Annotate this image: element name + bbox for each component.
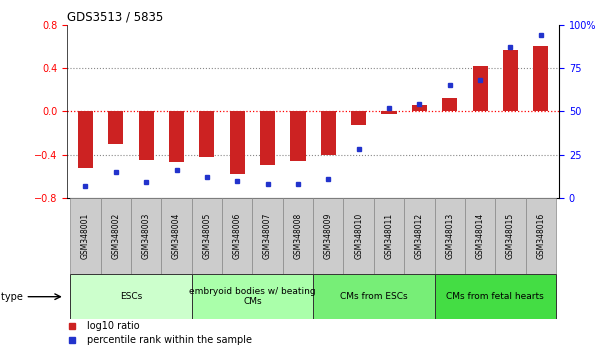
- Bar: [404, 198, 434, 274]
- Text: GSM348014: GSM348014: [475, 213, 485, 259]
- Bar: [260, 112, 275, 166]
- Bar: [161, 198, 192, 274]
- Text: CMs from fetal hearts: CMs from fetal hearts: [447, 292, 544, 301]
- Bar: [108, 112, 123, 144]
- Text: GSM348005: GSM348005: [202, 213, 211, 259]
- Bar: [525, 198, 556, 274]
- Text: GSM348011: GSM348011: [384, 213, 393, 259]
- Bar: [222, 198, 252, 274]
- Bar: [313, 198, 343, 274]
- Text: GSM348013: GSM348013: [445, 213, 454, 259]
- Bar: [70, 198, 101, 274]
- Text: GSM348007: GSM348007: [263, 213, 272, 259]
- Text: CMs from ESCs: CMs from ESCs: [340, 292, 408, 301]
- Bar: [290, 112, 306, 161]
- Bar: [503, 50, 518, 112]
- Text: embryoid bodies w/ beating
CMs: embryoid bodies w/ beating CMs: [189, 287, 316, 307]
- Bar: [101, 198, 131, 274]
- Text: GDS3513 / 5835: GDS3513 / 5835: [67, 11, 164, 24]
- Text: percentile rank within the sample: percentile rank within the sample: [87, 335, 252, 345]
- Bar: [381, 112, 397, 114]
- Bar: [434, 198, 465, 274]
- Bar: [533, 46, 549, 112]
- Bar: [192, 274, 313, 319]
- Bar: [374, 198, 404, 274]
- Text: GSM348009: GSM348009: [324, 213, 333, 259]
- Bar: [78, 112, 93, 168]
- Text: GSM348002: GSM348002: [111, 213, 120, 259]
- Bar: [169, 112, 184, 162]
- Bar: [496, 198, 525, 274]
- Text: GSM348016: GSM348016: [536, 213, 546, 259]
- Bar: [351, 112, 366, 125]
- Text: GSM348008: GSM348008: [293, 213, 302, 259]
- Bar: [139, 112, 154, 160]
- Bar: [131, 198, 161, 274]
- Bar: [192, 198, 222, 274]
- Text: ESCs: ESCs: [120, 292, 142, 301]
- Bar: [442, 98, 458, 112]
- Bar: [283, 198, 313, 274]
- Bar: [70, 274, 192, 319]
- Bar: [412, 105, 427, 112]
- Text: GSM348010: GSM348010: [354, 213, 363, 259]
- Text: GSM348015: GSM348015: [506, 213, 515, 259]
- Text: GSM348001: GSM348001: [81, 213, 90, 259]
- Bar: [321, 112, 336, 155]
- Text: GSM348006: GSM348006: [233, 213, 242, 259]
- Text: GSM348004: GSM348004: [172, 213, 181, 259]
- Text: cell type: cell type: [0, 292, 23, 302]
- Bar: [199, 112, 214, 157]
- Bar: [465, 198, 496, 274]
- Bar: [472, 66, 488, 112]
- Bar: [343, 198, 374, 274]
- Bar: [434, 274, 556, 319]
- Bar: [252, 198, 283, 274]
- Bar: [313, 274, 434, 319]
- Text: log10 ratio: log10 ratio: [87, 321, 139, 331]
- Bar: [230, 112, 245, 174]
- Text: GSM348003: GSM348003: [142, 213, 151, 259]
- Text: GSM348012: GSM348012: [415, 213, 424, 259]
